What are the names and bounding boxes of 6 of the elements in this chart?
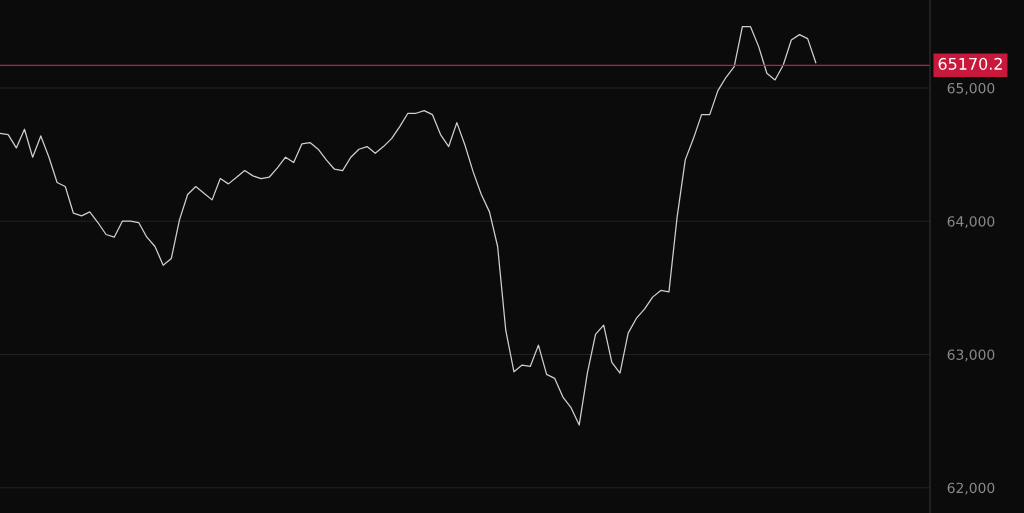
y-tick-label: 63,000: [947, 349, 995, 362]
line-series: [0, 26, 817, 426]
y-tick-label: 62,000: [947, 482, 995, 495]
y-tick-label: 65,000: [947, 82, 995, 95]
y-tick-label: 64,000: [947, 216, 995, 229]
ref-line-label: 65170.2: [938, 57, 1002, 70]
